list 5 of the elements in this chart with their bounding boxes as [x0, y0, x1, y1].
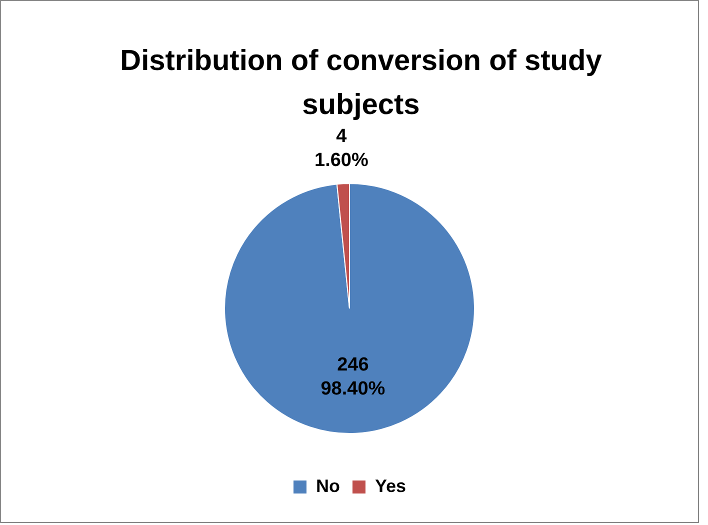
legend-label: Yes: [374, 476, 406, 496]
chart-title: Distribution of conversion of study subjects: [119, 44, 603, 123]
legend-label: No: [316, 476, 340, 496]
data-label: 246 98.40%: [320, 354, 386, 400]
data-label: 4 1.60%: [314, 126, 369, 171]
